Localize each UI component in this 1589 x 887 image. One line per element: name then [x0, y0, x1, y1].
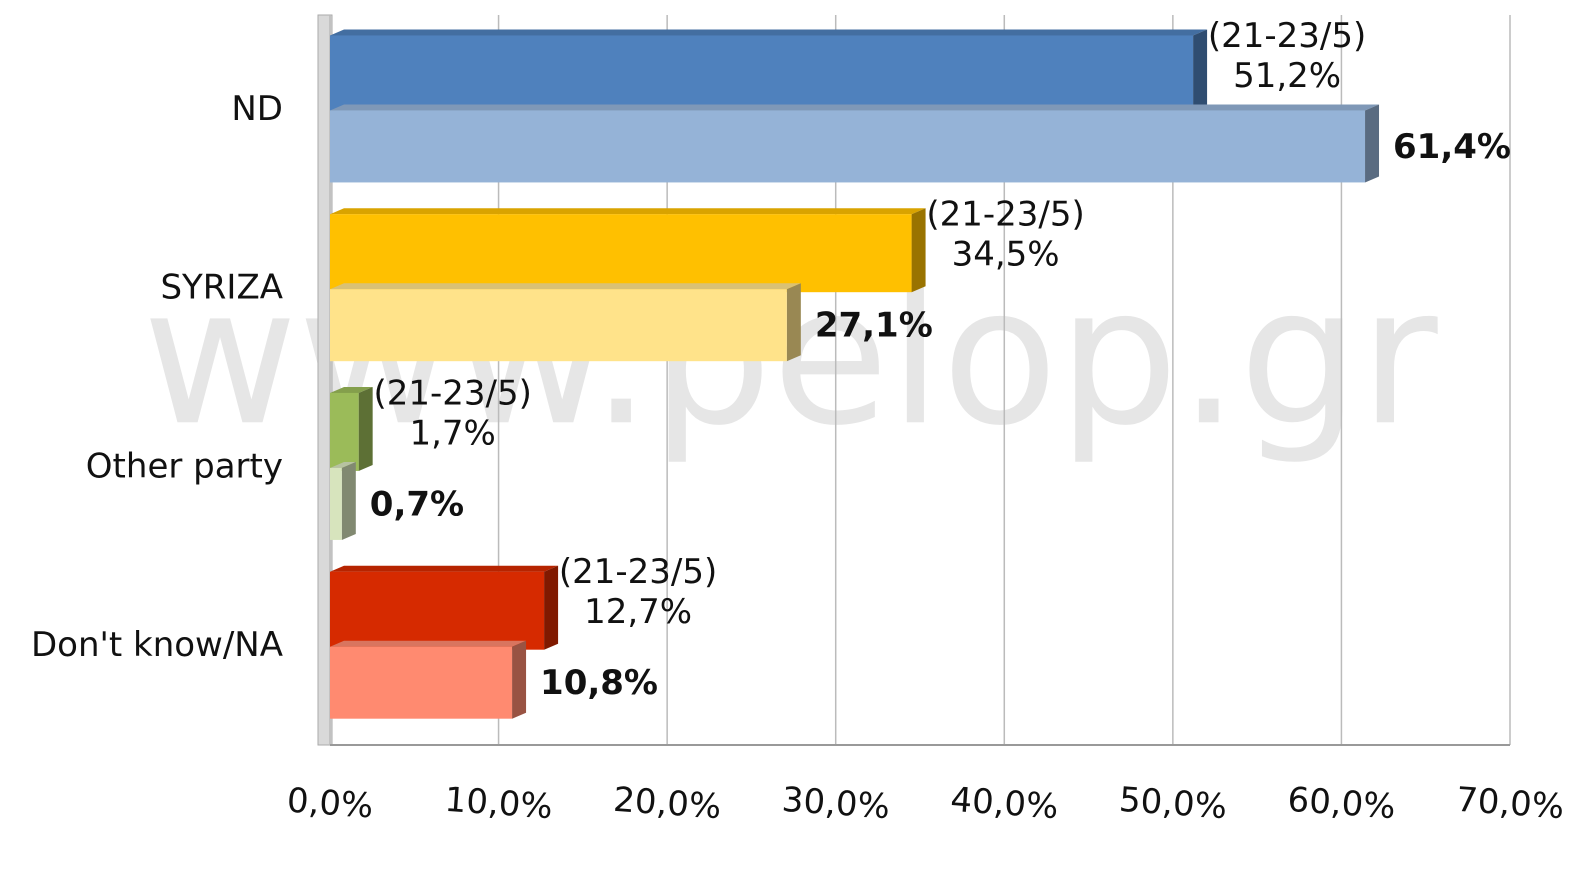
bar-side	[358, 386, 373, 471]
bar-top	[330, 283, 801, 290]
bar-top	[330, 208, 926, 215]
bar-top	[330, 104, 1380, 111]
bar-side	[1193, 29, 1208, 114]
x-tick-label: 0,0%	[286, 781, 375, 827]
y-tick-label: Don't know/NA	[31, 625, 283, 665]
bar-top	[330, 461, 356, 468]
bar-group	[330, 208, 926, 293]
bar-group	[330, 565, 559, 650]
back-wall	[317, 14, 333, 746]
y-tick-label: ND	[231, 89, 283, 129]
value-label: 10,8%	[540, 663, 658, 703]
value-label: 51,2%	[1233, 56, 1341, 96]
bar-side	[911, 208, 926, 293]
value-label: 1,7%	[409, 413, 495, 453]
bar-top	[330, 386, 373, 393]
x-tick-label: 20,0%	[612, 780, 723, 827]
bar-side	[544, 565, 559, 650]
bar	[330, 646, 513, 719]
bar-side	[512, 640, 527, 719]
bar-group	[330, 104, 1380, 183]
bar-side	[1365, 104, 1380, 183]
value-label: 34,5%	[952, 235, 1060, 275]
x-tick-label: 30,0%	[781, 780, 892, 827]
bar-top	[330, 29, 1208, 36]
bar-group	[330, 640, 527, 719]
bar-top	[330, 640, 527, 647]
bar	[330, 214, 912, 293]
bar	[330, 467, 342, 540]
x-tick-label: 70,0%	[1455, 780, 1566, 827]
bar-group	[330, 283, 801, 362]
value-label: 61,4%	[1393, 127, 1511, 167]
bar	[330, 571, 545, 650]
bar-group	[330, 386, 373, 471]
y-tick-label: SYRIZA	[160, 268, 283, 308]
x-tick-label: 40,0%	[949, 780, 1060, 827]
bar	[330, 392, 359, 471]
series-name-label: (21-23/5)	[373, 373, 531, 413]
bar-group	[330, 29, 1208, 114]
x-tick-label: 60,0%	[1286, 780, 1397, 827]
bar	[330, 289, 787, 362]
bar	[330, 110, 1366, 183]
x-tick-label: 10,0%	[443, 780, 554, 827]
x-tick-label: 50,0%	[1118, 780, 1229, 827]
bar-group	[330, 461, 356, 540]
bar-side	[786, 283, 801, 362]
series-name-label: (21-23/5)	[926, 195, 1084, 235]
series-name-label: (21-23/5)	[1208, 16, 1366, 56]
series-name-label: (21-23/5)	[559, 552, 717, 592]
bar-side	[341, 461, 356, 540]
value-label: 12,7%	[584, 592, 692, 632]
value-label: 0,7%	[370, 484, 464, 524]
bar-top	[330, 565, 559, 572]
bar	[330, 35, 1194, 114]
value-label: 27,1%	[815, 306, 933, 346]
y-tick-label: Other party	[86, 446, 283, 486]
